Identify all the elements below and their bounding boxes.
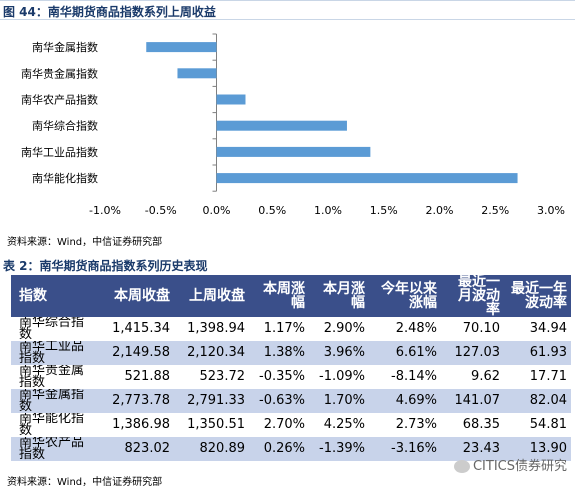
table-cell: 南华能化指数 [19,413,85,437]
table-cell: -3.16% [369,437,441,461]
table-cell: 34.94 [529,321,567,336]
table-cell: 523.72 [199,369,246,384]
table-row: 南华工业品指数 2,149.58 2,120.34 1.38% 3.96% 6.… [11,341,571,365]
x-tick-label: 0.0% [203,204,231,217]
x-tick-label: 3.0% [537,204,565,217]
bar [216,173,518,184]
table-cell: 54.81 [529,417,567,432]
category-label: 南华农产品指数 [21,93,98,107]
table-cell: 1,398.94 [187,321,245,336]
table-cell: 23.43 [441,437,504,461]
table-cell: 2,149.58 [99,341,174,365]
table-cell: 南华综合指数 [19,317,85,341]
bar [216,146,371,157]
x-tick-label: -1.0% [89,204,121,217]
table-row: 南华贵金属指数 521.88 523.72 -0.35% -1.09% -8.1… [11,365,571,389]
bar [216,94,246,105]
history-table-wrap: 指数 本周收盘 上周收盘 本周涨幅 本月涨幅 今年以来涨幅 最近一月波动率 最近… [11,275,571,461]
table-cell: 3.96% [309,341,369,365]
x-tick-label: 0.5% [258,204,286,217]
table-cell: 82.04 [504,389,571,413]
table-cell: 4.69% [369,389,441,413]
x-tick-label: 1.5% [370,204,398,217]
category-label: 南华金属指数 [32,40,98,54]
category-label: 南华贵金属指数 [21,66,98,80]
watermark-text: CITICS债券研究 [472,459,567,474]
table-cell: 1.38% [249,341,309,365]
history-table: 指数 本周收盘 上周收盘 本周涨幅 本月涨幅 今年以来涨幅 最近一月波动率 最近… [11,275,571,461]
table-cell: 南华农产品指数 [11,437,99,461]
table-cell: 127.03 [441,341,504,365]
table-cell: -1.09% [319,369,365,384]
table-row: 南华金属指数 2,773.78 2,791.33 -0.63% 1.70% 4.… [11,389,571,413]
table-cell: 1,386.98 [112,417,170,432]
table-cell: -0.35% [259,369,305,384]
table-cell: 17.71 [529,369,567,384]
table-header-row: 指数 本周收盘 上周收盘 本周涨幅 本月涨幅 今年以来涨幅 最近一月波动率 最近… [11,275,571,317]
category-label: 南华综合指数 [32,119,98,133]
table-cell: 1.17% [263,321,305,336]
header-cell: 本周涨幅 [249,275,309,317]
table-cell: 南华贵金属指数 [19,365,85,389]
table-cell: -8.14% [391,369,437,384]
table-cell: 2,791.33 [174,389,249,413]
table-source: 资料来源：Wind，中信证券研究部 [7,477,163,488]
table-row: 南华能化指数 1,386.98 1,350.51 2.70% 4.25% 2.7… [11,413,571,437]
x-tick-label: -0.5% [145,204,177,217]
watermark: CITICS债券研究 [453,455,567,474]
category-label: 南华能化指数 [32,171,98,185]
wechat-icon [453,460,470,473]
table-cell: 141.07 [441,389,504,413]
bar [146,42,217,53]
table-cell: 61.93 [504,341,571,365]
figure-title: 图 44：南华期货商品指数系列上周收益 [3,5,216,19]
table-cell: 13.90 [504,437,571,461]
table-cell: 2,120.34 [174,341,249,365]
table-cell: 1,350.51 [187,417,245,432]
header-cell: 今年以来涨幅 [369,275,441,317]
table-cell: -1.39% [309,437,369,461]
figure-source: 资料来源：Wind，中信证券研究部 [7,237,163,248]
table-cell: -0.63% [249,389,309,413]
header-cell: 最近一年波动率 [504,275,571,317]
table-cell: 2.90% [323,321,365,336]
table-cell: 1.70% [309,389,369,413]
table-cell: 2,773.78 [99,389,174,413]
x-tick-label: 2.0% [426,204,454,217]
x-tick-label: 1.0% [314,204,342,217]
table-cell: 70.10 [462,321,500,336]
table-cell: 9.62 [471,369,500,384]
header-cell: 上周收盘 [174,275,249,317]
table-cell: 820.89 [174,437,249,461]
header-cell: 本周收盘 [99,275,174,317]
table-cell: 1,415.34 [112,321,170,336]
table-cell: 823.02 [99,437,174,461]
header-cell: 最近一月波动率 [441,275,504,317]
table-cell: 2.48% [395,321,437,336]
table-cell: 2.73% [395,417,437,432]
table-cell: 南华金属指数 [11,389,99,413]
table-title: 表 2：南华期货商品指数系列历史表现 [3,259,208,273]
table-cell: 0.26% [249,437,309,461]
figure-header: 图 44：南华期货商品指数系列上周收益 [0,0,575,20]
table-cell: 521.88 [124,369,171,384]
x-tick-label: 2.5% [481,204,509,217]
table-row: 南华综合指数 1,415.34 1,398.94 1.17% 2.90% 2.4… [11,317,571,341]
table-cell: 2.70% [263,417,305,432]
table-row: 南华农产品指数 823.02 820.89 0.26% -1.39% -3.16… [11,437,571,461]
table-cell: 68.35 [462,417,500,432]
bar [216,120,347,131]
table-cell: 南华工业品指数 [11,341,99,365]
table-cell: 4.25% [323,417,365,432]
category-label: 南华工业品指数 [21,145,98,159]
header-cell: 指数 [11,275,99,317]
table-cell: 6.61% [369,341,441,365]
bar [177,68,217,79]
header-cell: 本月涨幅 [309,275,369,317]
